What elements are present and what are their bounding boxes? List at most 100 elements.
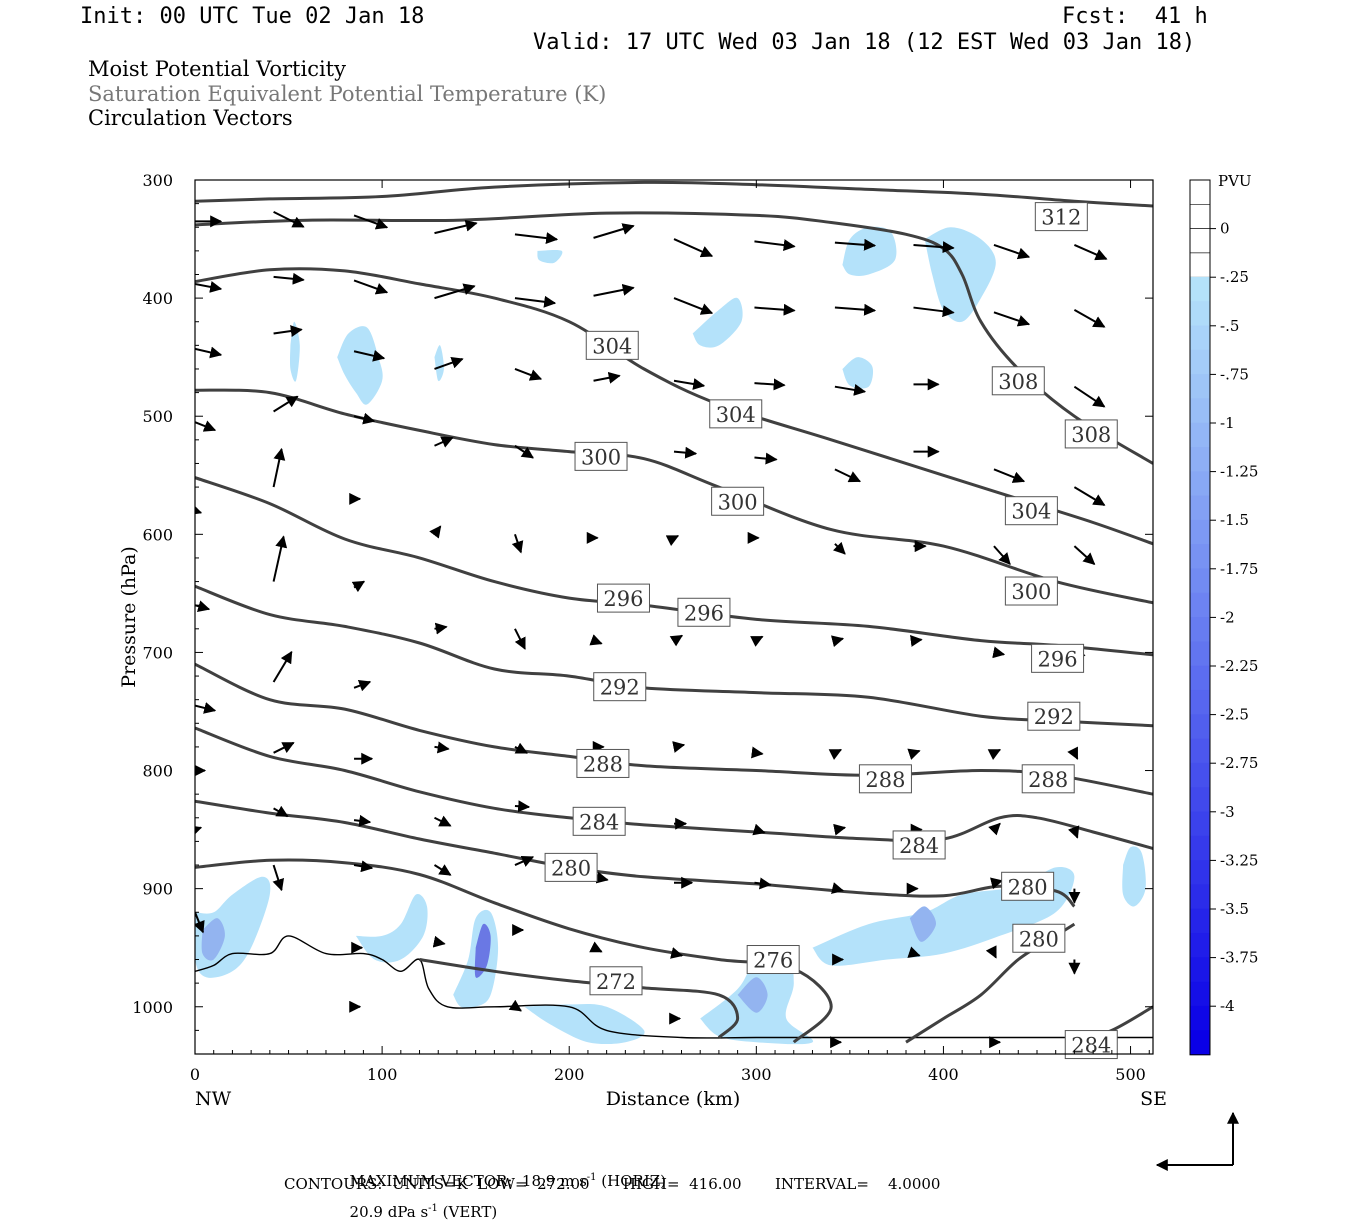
colorbar-tick-label: -2.25 [1220,657,1258,675]
colorbar-swatch [1189,495,1211,521]
contour-label-box [1012,923,1066,953]
reference-vector-key [1155,1111,1239,1171]
circulation-vector [1074,244,1108,261]
contour-label: 280 [1008,875,1048,899]
theta-es-contour-272 [419,958,740,1039]
contour-label-box [711,486,765,516]
pv-region [201,918,225,961]
circulation-vector [514,855,535,867]
circulation-vector [987,748,1002,761]
circulation-vector [589,634,603,646]
circulation-vector [988,822,1001,836]
circulation-vector [433,864,452,876]
colorbar-label: PVU [1218,172,1252,190]
horiz-unit-exponent: -1 [586,1172,597,1183]
colorbar-swatch [1189,349,1211,375]
contour-label-box [593,672,647,702]
colorbar-swatch [1189,908,1211,934]
contour-label: 284 [899,834,939,858]
max-vector-horiz: MAXIMUM VECTOR: 18.9 m s [349,1172,587,1190]
contour-label: 288 [583,752,623,776]
colorbar-tick-label: -3.5 [1220,900,1249,918]
contour-label: 272 [596,970,636,994]
pv-region [737,977,768,1013]
colorbar-swatch [1189,665,1211,691]
theta-es-contour-292 [195,584,1153,728]
valid-time: Valid: 17 UTC Wed 03 Jan 18 (12 EST Wed … [533,30,1196,55]
terrain-layer [195,935,1153,1039]
contour-label: 288 [1028,768,1068,792]
colorbar-swatch [1189,446,1211,472]
contour-label-box [1021,764,1075,794]
colorbar-swatch [1189,398,1211,424]
circulation-vector [353,349,386,362]
colorbar-tick-label: -4 [1220,997,1235,1015]
circulation-vector [1073,486,1106,506]
contour-label: 308 [1071,423,1111,447]
circulation-vector [273,325,303,338]
circulation-vector [907,946,921,958]
colorbar-tick-label: -1 [1220,414,1235,432]
contour-label-box [589,966,643,996]
circulation-vector [752,823,766,836]
circulation-vector [830,882,845,894]
colorbar-swatch [1189,787,1211,813]
circulation-vector [593,223,635,239]
colorbar-tick-label: -3.75 [1220,949,1258,967]
circulation-vector [195,420,217,432]
contour-label-box [1034,202,1088,232]
x-tick-label: 0 [190,1065,200,1084]
circulation-vector [910,635,923,647]
contour-label: 296 [603,587,643,611]
colorbar-tick-label: -.5 [1220,317,1239,335]
contour-label-box [574,441,628,471]
contour-label-box [1004,496,1058,526]
circulation-vector [273,210,305,228]
circulation-vector [432,935,446,948]
contour-label: 280 [1019,927,1059,951]
contour-label: 312 [1041,206,1081,230]
vert-unit-exponent: -1 [428,1203,438,1214]
circulation-vector [834,303,877,316]
pv-region [537,250,563,264]
contour-label-box [585,330,639,360]
field-title-theta-es: Saturation Equivalent Potential Temperat… [88,82,607,106]
circulation-vector [508,999,522,1012]
circulation-vector [514,444,534,459]
contour-label-box [1027,701,1081,731]
vert-label: (VERT) [437,1203,498,1221]
field-title-pv: Moist Potential Vorticity [88,57,346,81]
x-tick-label: 200 [554,1065,585,1084]
terrain-line [195,935,1153,1039]
contour-label-box [544,852,598,882]
colorbar-swatch [1189,301,1211,327]
circulation-vector [195,911,205,934]
x-tick-label: 100 [367,1065,398,1084]
circulation-vector [907,748,921,760]
circulation-vector [272,864,285,892]
circulation-vector [993,311,1031,327]
contour-label-box [991,366,1045,396]
init-time: Init: 00 UTC Tue 02 Jan 18 [80,4,425,29]
circulation-vector [434,815,452,827]
contour-label: 292 [600,676,640,700]
colorbar-tick-label: -1.25 [1220,463,1258,481]
circulation-vector [834,383,867,396]
circulation-vector [434,436,454,448]
colorbar-swatch [1189,689,1211,715]
circulation-vector [993,468,1026,483]
pv-shading-layer [195,226,1146,1045]
contour-label: 276 [753,949,793,973]
contour-label: 304 [716,403,756,427]
colorbar: 0 -.25 -.5 -.75 -1 -1.25 -1.5 -1.75 -2 -2.25 -2.5 -… [1189,179,1258,1056]
circulation-vector [273,395,299,413]
circulation-vector [429,525,442,539]
contour-label-box [572,806,626,836]
colorbar-swatch [1189,422,1211,448]
colorbar-tick-label: -.25 [1220,268,1249,286]
colorbar-swatch [1189,228,1211,254]
x-end-label-left: NW [195,1088,232,1110]
colorbar-swatch [1189,884,1211,910]
colorbar-tick-label: -1.5 [1220,511,1249,529]
